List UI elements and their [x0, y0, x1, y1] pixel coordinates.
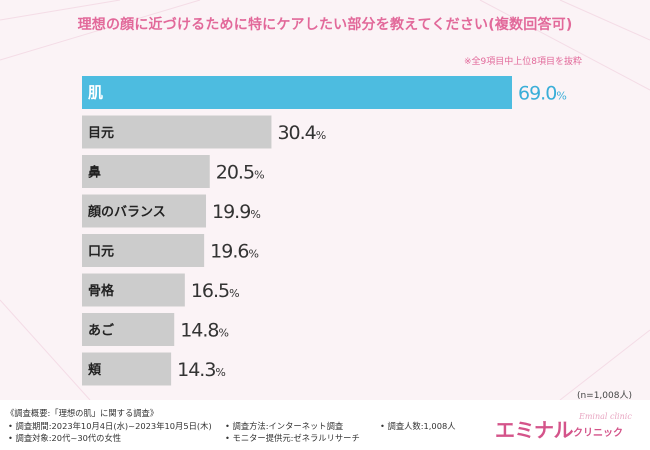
- survey-target: • 調査対象:20代~30代の女性: [8, 433, 122, 443]
- chart-title: 理想の顔に近づけるために特にケアしたい部分を教えてください(複数回答可): [77, 17, 573, 33]
- bar-3: [82, 155, 210, 188]
- bar-1: [82, 76, 512, 109]
- category-label-3: 鼻: [88, 165, 101, 181]
- bar-chart: 肌 69.0% 目元 30.4% 鼻 20.5% 顔のバランス 19.9% 口元 19.6% 骨格 1…: [82, 76, 567, 386]
- category-label-1: 肌: [88, 84, 103, 102]
- logo-main-text: エミナル: [495, 418, 574, 442]
- chart-note: ※全9項目中上位8項目を抜粋: [464, 57, 582, 67]
- category-label-5: 口元: [88, 245, 114, 260]
- logo: Eminal clinic エミナル クリニック: [495, 412, 645, 442]
- logo-sub-text: クリニック: [573, 428, 623, 439]
- value-label-1: 69.0%: [518, 83, 567, 105]
- sample-size: (n=1,008人): [576, 391, 632, 401]
- value-label-5: 19.6%: [210, 241, 259, 263]
- category-label-8: 頬: [88, 362, 102, 378]
- footer: 《調査概要:「理想の肌」に関する調査》 • 調査期間:2023年10月4日(水)…: [0, 400, 650, 450]
- category-label-2: 目元: [88, 126, 114, 141]
- bar-8: [82, 352, 172, 386]
- category-label-4: 顔のバランス: [87, 204, 166, 220]
- value-label-6: 16.5%: [191, 280, 240, 302]
- value-label-7: 14.8%: [180, 320, 229, 342]
- survey-overview: 《調査概要:「理想の肌」に関する調査》: [6, 408, 159, 418]
- category-label-7: あご: [88, 323, 115, 339]
- bar-6: [82, 273, 185, 307]
- bar-4: [82, 194, 207, 228]
- value-label-3: 20.5%: [216, 162, 265, 184]
- survey-provider: • モニター提供元:ゼネラルリサーチ: [225, 433, 360, 443]
- survey-period: • 調査期間:2023年10月4日(水)~2023年10月5日(木): [8, 421, 212, 431]
- value-label-4: 19.9%: [212, 201, 261, 223]
- survey-method: • 調査方法:インターネット調査: [225, 421, 344, 431]
- value-label-8: 14.3%: [177, 359, 226, 381]
- value-label-2: 30.4%: [277, 122, 326, 144]
- bar-2: [82, 115, 272, 149]
- bar-5: [82, 234, 205, 267]
- survey-respondents: • 調査人数:1,008人: [380, 421, 456, 431]
- logo-script-text: Eminal clinic: [579, 412, 632, 421]
- category-label-6: 骨格: [88, 283, 115, 299]
- bar-7: [82, 313, 175, 346]
